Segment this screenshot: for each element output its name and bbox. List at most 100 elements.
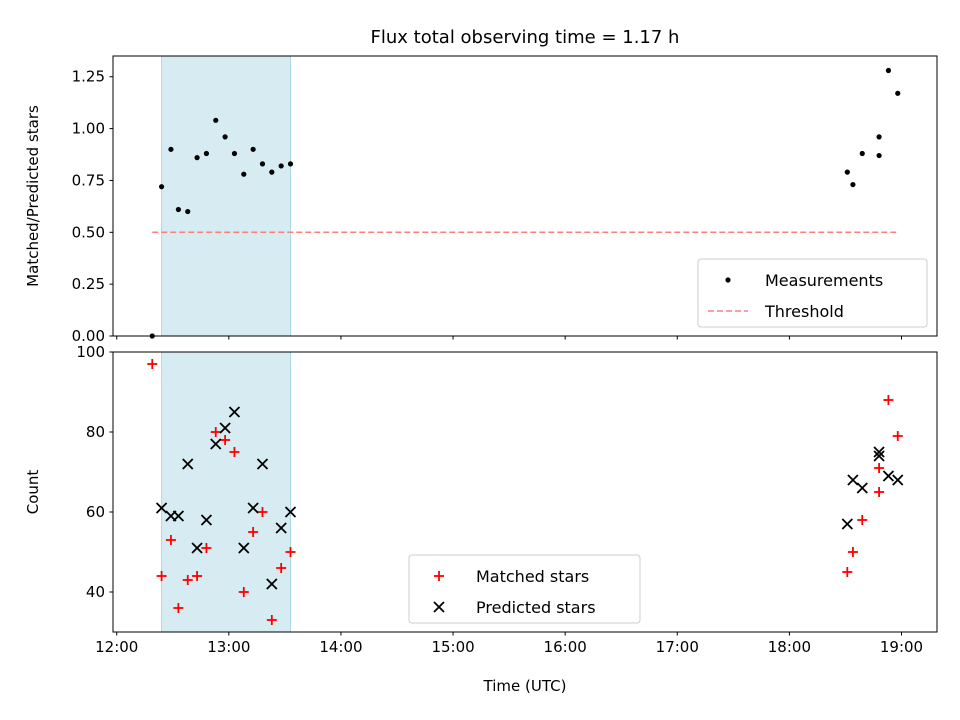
x-b [873,450,885,462]
predicted-star-point [200,514,213,526]
matched-star-point [147,359,158,369]
x-b [847,474,859,486]
predicted-star-point [892,474,904,486]
matched-star-point [229,447,240,457]
legend-plus-icon [434,571,444,581]
y-tick-label: 0.75 [72,171,105,189]
matched-star-point [192,571,203,581]
predicted-star-point [247,502,259,514]
matched-star-point [874,463,885,473]
observing-window-span [161,351,292,633]
x-b [210,438,222,450]
matched-star-point [238,587,249,597]
predicted-star-point [873,450,885,462]
y-tick-label: 1.00 [72,120,105,138]
predicted-star-point [275,522,287,534]
measurement-point [231,150,238,157]
predicted-star-point [841,518,853,530]
top-panel: 0.00 0.25 0.50 0.75 1.00 1.25 Matched/Predicte… [24,27,938,345]
predicted-star-point [284,506,297,518]
matched-star-point [892,431,903,441]
measurement-point [859,150,865,157]
matched-star-point [874,487,885,497]
predicted-star-point [873,446,885,458]
measurement-point [278,163,284,169]
legend: Measurements Threshold [697,258,928,328]
matched-star-point [220,435,231,445]
chart-title: Flux total observing time = 1.17 h [371,27,680,48]
x-tick-label: 13:00 [207,638,250,656]
matched-star-point [276,563,287,573]
measurement-point [876,152,882,159]
x-b [284,506,297,518]
measurement-point [158,184,165,190]
x-tick-label: 12:00 [95,638,138,656]
matched-star-point [156,571,167,581]
legend-box [408,554,641,624]
measurement-point [203,150,210,157]
x-b [247,502,259,514]
matched-star-point [165,535,176,545]
measurement-point [250,146,256,152]
measurement-point [895,90,901,96]
measurement-point [287,161,294,167]
predicted-star-point [172,510,185,522]
y-tick-label: 40 [86,583,105,601]
predicted-star-point [228,406,241,418]
x-tick-label: 18:00 [768,638,811,656]
measurement-point [222,134,228,140]
predicted-star-point [856,482,868,494]
y-tick-label: 80 [86,423,105,441]
measurement-point [185,208,191,215]
x-b [219,422,231,434]
predicted-star-point [182,458,194,470]
x-b [873,446,885,458]
x-b [266,578,278,590]
measurement-point [175,206,181,213]
measurement-point [259,161,266,167]
x-b [228,406,241,418]
matched-star-point [842,567,853,577]
predicted-star-point [210,438,222,450]
x-tick-label: 16:00 [544,638,587,656]
observing-window-span [161,55,292,337]
x-b [238,542,250,554]
legend-x-icon [433,601,445,613]
measurement-point [269,169,275,175]
x-b [191,542,203,554]
matched-star-point [248,527,259,537]
x-b [182,458,194,470]
x-b [856,482,868,494]
x-tick-label: 15:00 [431,638,474,656]
x-b [882,470,895,482]
predicted-star-point [882,470,895,482]
matched-star-point [285,547,296,557]
predicted-star-point [191,542,203,554]
y-tick-label: 0.50 [72,223,105,241]
x-b [892,474,904,486]
legend-label: Measurements [765,271,883,290]
y-axis-label: Count [24,470,42,515]
predicted-star-point [219,422,231,434]
predicted-star-point [238,542,250,554]
x-b [433,601,445,613]
predicted-star-point [266,578,278,590]
x-b [256,458,269,470]
bottom-panel: 12:00 13:00 14:00 15:00 16:00 17:00 18:00 19:00… [24,343,938,695]
legend-label: Matched stars [476,567,589,586]
legend-label: Predicted stars [476,598,596,617]
measurement-point [844,169,850,175]
y-tick-label: 100 [76,343,105,361]
matched-star-point [883,395,894,405]
x-b [172,510,185,522]
legend-box [697,258,928,328]
x-b [200,514,213,526]
x-tick-label: 19:00 [880,638,923,656]
legend: Matched stars Predicted stars [408,554,641,624]
axes-frame [112,351,938,633]
matched-star-point [182,575,193,585]
measurement-point [168,146,174,152]
y-tick-label: 1.25 [72,68,105,86]
y-tick-label: 0.25 [72,275,105,293]
